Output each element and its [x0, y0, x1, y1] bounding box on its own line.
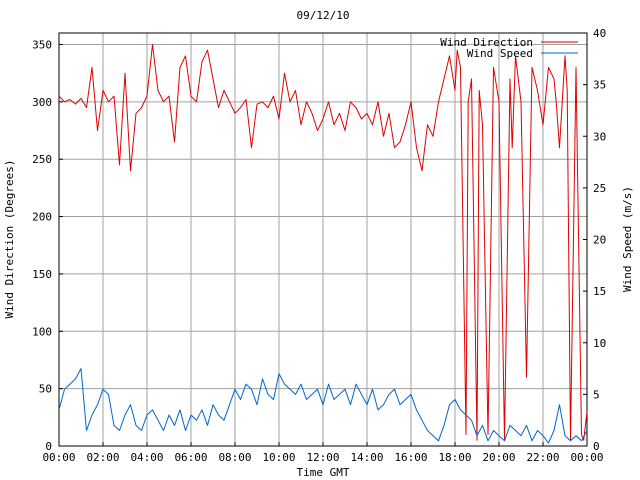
y-left-tick-label: 300	[32, 96, 52, 109]
x-tick-label: 00:00	[42, 451, 75, 464]
y-right-tick-label: 30	[593, 130, 606, 143]
chart-title: 09/12/10	[297, 9, 350, 22]
y-axis-left-label: Wind Direction (Degrees)	[3, 160, 16, 319]
y-right-tick-label: 25	[593, 182, 606, 195]
x-tick-label: 18:00	[438, 451, 471, 464]
x-tick-label: 00:00	[570, 451, 603, 464]
y-right-tick-label: 5	[593, 388, 600, 401]
x-tick-label: 08:00	[218, 451, 251, 464]
y-left-tick-label: 200	[32, 211, 52, 224]
y-right-tick-label: 0	[593, 440, 600, 453]
series-line-wind-direction	[58, 44, 588, 441]
y-left-tick-label: 50	[39, 383, 52, 396]
y-right-tick-label: 40	[593, 27, 606, 40]
y-left-tick-label: 0	[45, 440, 52, 453]
x-tick-label: 02:00	[86, 451, 119, 464]
legend-label-speed: Wind Speed	[467, 47, 533, 60]
x-tick-label: 20:00	[482, 451, 515, 464]
x-tick-label: 16:00	[394, 451, 427, 464]
y-left-tick-label: 250	[32, 153, 52, 166]
y-left-tick-label: 350	[32, 38, 52, 51]
series-line-wind-speed	[58, 368, 588, 444]
y-left-tick-label: 150	[32, 268, 52, 281]
y-right-tick-label: 15	[593, 285, 606, 298]
y-left-tick-label: 100	[32, 325, 52, 338]
axis-ticks: 00:00 02:00 04:00 06:00 08:00 10:00 12:00 14:00…	[32, 27, 606, 464]
legend-label-direction: Wind Direction	[440, 36, 533, 49]
x-axis-label: Time GMT	[297, 466, 350, 479]
y-axis-right-label: Wind Speed (m/s)	[621, 186, 634, 292]
legend: Wind Direction Wind Speed	[440, 36, 578, 60]
x-tick-label: 14:00	[350, 451, 383, 464]
x-tick-label: 22:00	[526, 451, 559, 464]
x-tick-label: 10:00	[262, 451, 295, 464]
y-right-tick-label: 20	[593, 234, 606, 247]
y-right-tick-label: 10	[593, 337, 606, 350]
y-right-tick-label: 35	[593, 79, 606, 92]
x-tick-label: 12:00	[306, 451, 339, 464]
x-tick-label: 04:00	[130, 451, 163, 464]
x-tick-label: 06:00	[174, 451, 207, 464]
series-layer	[58, 44, 588, 444]
